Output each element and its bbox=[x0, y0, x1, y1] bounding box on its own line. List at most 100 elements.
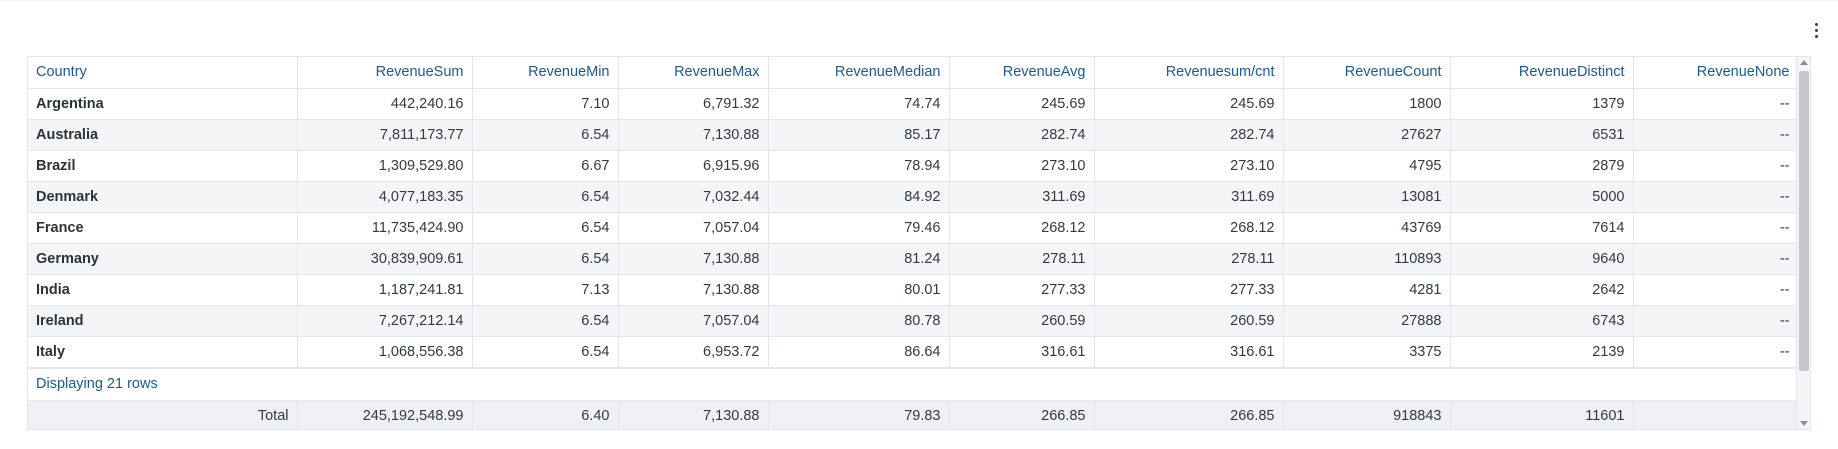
column-header-revenuesum[interactable]: RevenueSum bbox=[297, 57, 473, 89]
value-cell: -- bbox=[1633, 119, 1799, 151]
table-row[interactable]: Denmark 4,077,183.35 6.54 7,032.44 84.92 311.… bbox=[28, 181, 1799, 213]
value-cell: 30,839,909.61 bbox=[297, 243, 473, 275]
table-row[interactable]: France 11,735,424.90 6.54 7,057.04 79.46 268.… bbox=[28, 212, 1799, 244]
row-count-text: Displaying 21 rows bbox=[36, 376, 158, 392]
country-cell: Italy bbox=[28, 336, 298, 368]
value-cell: 4281 bbox=[1283, 274, 1451, 306]
value-cell: 7.13 bbox=[472, 274, 619, 306]
value-cell: 6.54 bbox=[472, 181, 619, 213]
total-cell: 266.85 bbox=[949, 400, 1095, 429]
total-label: Total bbox=[28, 400, 298, 429]
more-vertical-icon[interactable] bbox=[1808, 20, 1824, 40]
value-cell: 80.78 bbox=[768, 305, 950, 337]
value-cell: 4,077,183.35 bbox=[297, 181, 473, 213]
value-cell: 316.61 bbox=[949, 336, 1095, 368]
country-cell: Brazil bbox=[28, 150, 298, 182]
value-cell: 6.54 bbox=[472, 305, 619, 337]
value-cell: 85.17 bbox=[768, 119, 950, 151]
scroll-down-icon[interactable] bbox=[1800, 421, 1808, 426]
table-row[interactable]: Australia 7,811,173.77 6.54 7,130.88 85.17 28… bbox=[28, 119, 1799, 151]
column-header-revenueavg[interactable]: RevenueAvg bbox=[949, 57, 1095, 89]
value-cell: 27888 bbox=[1283, 305, 1451, 337]
column-header-revenuedistinct[interactable]: RevenueDistinct bbox=[1450, 57, 1634, 89]
table-row[interactable]: Germany 30,839,909.61 6.54 7,130.88 81.24 278… bbox=[28, 243, 1799, 275]
country-cell: Ireland bbox=[28, 305, 298, 337]
total-cell: 918843 bbox=[1283, 400, 1451, 429]
column-header-country[interactable]: Country bbox=[28, 57, 298, 89]
value-cell: 43769 bbox=[1283, 212, 1451, 244]
value-cell: 268.12 bbox=[949, 212, 1095, 244]
value-cell: 260.59 bbox=[1094, 305, 1284, 337]
table-row[interactable]: Brazil 1,309,529.80 6.67 6,915.96 78.94 273.1… bbox=[28, 150, 1799, 182]
table-row[interactable]: Italy 1,068,556.38 6.54 6,953.72 86.64 316.61… bbox=[28, 336, 1799, 368]
value-cell: -- bbox=[1633, 243, 1799, 275]
scroll-up-icon[interactable] bbox=[1800, 60, 1808, 65]
value-cell: 7614 bbox=[1450, 212, 1634, 244]
value-cell: 442,240.16 bbox=[297, 88, 473, 120]
value-cell: 7,130.88 bbox=[618, 274, 769, 306]
value-cell: 3375 bbox=[1283, 336, 1451, 368]
country-cell: France bbox=[28, 212, 298, 244]
value-cell: -- bbox=[1633, 88, 1799, 120]
totals-table: Total 245,192,548.99 6.40 7,130.88 79.83 266.… bbox=[28, 400, 1799, 429]
value-cell: 11,735,424.90 bbox=[297, 212, 473, 244]
value-cell: 6.54 bbox=[472, 243, 619, 275]
value-cell: -- bbox=[1633, 212, 1799, 244]
column-header-revenuemax[interactable]: RevenueMax bbox=[618, 57, 769, 89]
country-cell: Argentina bbox=[28, 88, 298, 120]
value-cell: 7,811,173.77 bbox=[297, 119, 473, 151]
value-cell: 7,032.44 bbox=[618, 181, 769, 213]
scrollbar-thumb[interactable] bbox=[1799, 71, 1809, 371]
value-cell: 1379 bbox=[1450, 88, 1634, 120]
column-header-revenuesum-cnt[interactable]: Revenuesum/cnt bbox=[1094, 57, 1284, 89]
data-grid: Country RevenueSum RevenueMin RevenueMax Rev… bbox=[27, 56, 1811, 430]
value-cell: 273.10 bbox=[949, 150, 1095, 182]
table-row[interactable]: India 1,187,241.81 7.13 7,130.88 80.01 277.33… bbox=[28, 274, 1799, 306]
value-cell: 245.69 bbox=[1094, 88, 1284, 120]
value-cell: 5000 bbox=[1450, 181, 1634, 213]
value-cell: -- bbox=[1633, 274, 1799, 306]
value-cell: 27627 bbox=[1283, 119, 1451, 151]
value-cell: 6.67 bbox=[472, 150, 619, 182]
value-cell: 7,057.04 bbox=[618, 305, 769, 337]
column-header-revenuemedian[interactable]: RevenueMedian bbox=[768, 57, 950, 89]
value-cell: -- bbox=[1633, 336, 1799, 368]
total-cell: 11601 bbox=[1450, 400, 1634, 429]
vertical-scrollbar[interactable] bbox=[1796, 57, 1810, 429]
value-cell: 2879 bbox=[1450, 150, 1634, 182]
country-cell: Germany bbox=[28, 243, 298, 275]
value-cell: 278.11 bbox=[949, 243, 1095, 275]
value-cell: 7,130.88 bbox=[618, 243, 769, 275]
table-row[interactable]: Argentina 442,240.16 7.10 6,791.32 74.74 245.… bbox=[28, 88, 1799, 120]
value-cell: 268.12 bbox=[1094, 212, 1284, 244]
value-cell: 74.74 bbox=[768, 88, 950, 120]
value-cell: 278.11 bbox=[1094, 243, 1284, 275]
table-row[interactable]: Ireland 7,267,212.14 6.54 7,057.04 80.78 260.… bbox=[28, 305, 1799, 337]
total-cell: 266.85 bbox=[1094, 400, 1284, 429]
value-cell: 84.92 bbox=[768, 181, 950, 213]
value-cell: 245.69 bbox=[949, 88, 1095, 120]
value-cell: 7,130.88 bbox=[618, 119, 769, 151]
country-cell: Australia bbox=[28, 119, 298, 151]
value-cell: 7.10 bbox=[472, 88, 619, 120]
value-cell: 282.74 bbox=[949, 119, 1095, 151]
value-cell: -- bbox=[1633, 150, 1799, 182]
value-cell: 86.64 bbox=[768, 336, 950, 368]
value-cell: 6.54 bbox=[472, 212, 619, 244]
value-cell: 9640 bbox=[1450, 243, 1634, 275]
value-cell: 1,068,556.38 bbox=[297, 336, 473, 368]
value-cell: 282.74 bbox=[1094, 119, 1284, 151]
column-header-revenuenone[interactable]: RevenueNone bbox=[1633, 57, 1799, 89]
data-table: Country RevenueSum RevenueMin RevenueMax Rev… bbox=[28, 57, 1799, 368]
value-cell: 110893 bbox=[1283, 243, 1451, 275]
column-header-revenuecount[interactable]: RevenueCount bbox=[1283, 57, 1451, 89]
header-row: Country RevenueSum RevenueMin RevenueMax Rev… bbox=[28, 57, 1799, 89]
value-cell: 6.54 bbox=[472, 119, 619, 151]
value-cell: 1,187,241.81 bbox=[297, 274, 473, 306]
value-cell: 13081 bbox=[1283, 181, 1451, 213]
value-cell: 311.69 bbox=[949, 181, 1095, 213]
value-cell: 6.54 bbox=[472, 336, 619, 368]
total-cell bbox=[1633, 400, 1799, 429]
value-cell: 78.94 bbox=[768, 150, 950, 182]
column-header-revenuemin[interactable]: RevenueMin bbox=[472, 57, 619, 89]
